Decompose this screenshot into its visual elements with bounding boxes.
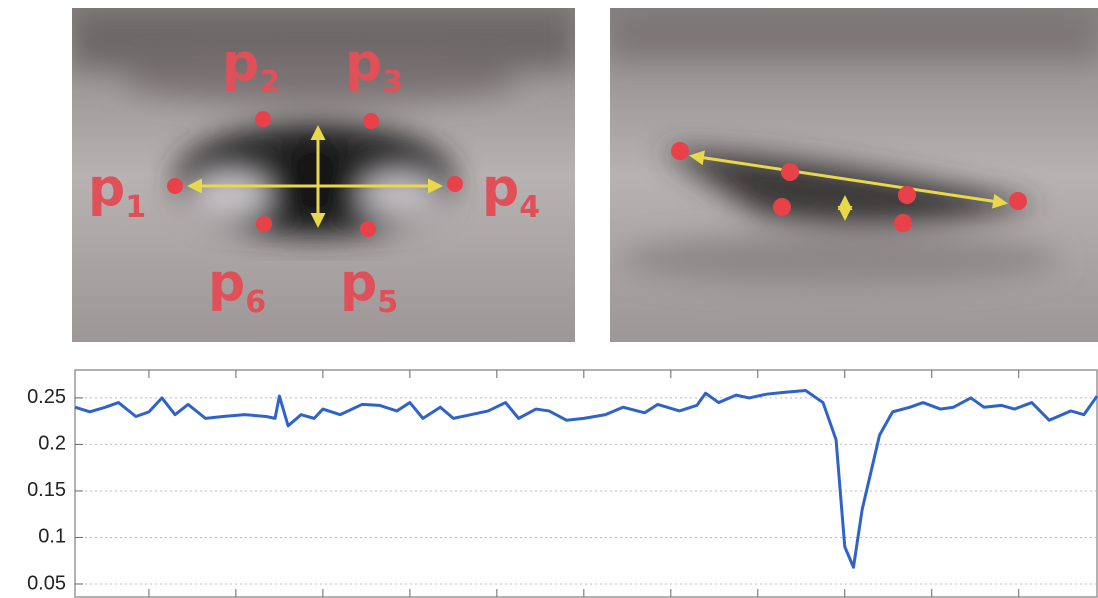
closed-eye-image [610, 8, 1098, 342]
label-sub: 3 [382, 65, 403, 100]
figure: p1p2p3p4p5p6 0.050.10.150.20.25 [0, 0, 1098, 598]
label-base: p [345, 33, 382, 93]
label-sub: 6 [245, 285, 266, 320]
y-tick-label: 0.1 [38, 526, 66, 548]
ear-chart: 0.05 0.1 0.15 0.2 0.25 [27, 370, 1097, 597]
label-base: p [222, 33, 259, 93]
y-tick-label: 0.05 [27, 572, 66, 594]
label-sub: 2 [259, 65, 280, 100]
label-sub: 1 [125, 190, 146, 225]
label-base: p [208, 253, 245, 313]
y-tick-label: 0.2 [38, 433, 66, 455]
label-sub: 4 [519, 190, 540, 225]
y-tick-label: 0.15 [27, 479, 66, 501]
label-base: p [88, 158, 125, 218]
y-tick-label: 0.25 [27, 386, 66, 408]
label-sub: 5 [377, 285, 398, 320]
label-base: p [482, 158, 519, 218]
label-base: p [340, 253, 377, 313]
